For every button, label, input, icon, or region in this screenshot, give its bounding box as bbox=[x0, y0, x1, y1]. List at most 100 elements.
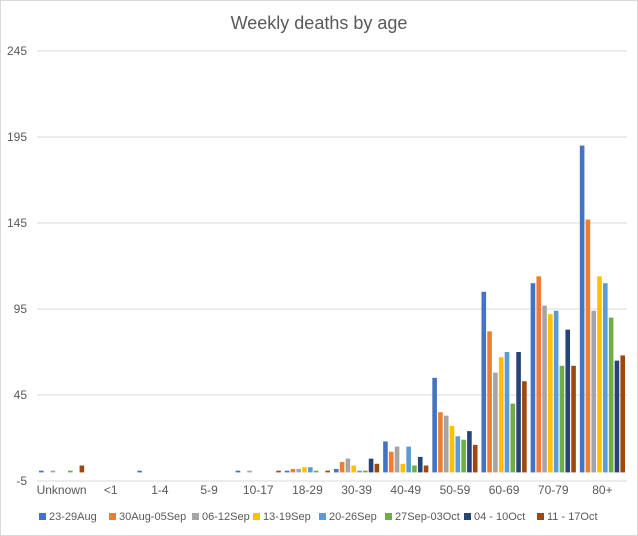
legend-swatch bbox=[385, 513, 392, 520]
bar-1017-0 bbox=[235, 470, 241, 473]
x-tick-label: 80+ bbox=[592, 483, 612, 497]
legend-swatch bbox=[464, 513, 471, 520]
bar-7079-7 bbox=[571, 365, 576, 473]
bar-4049-1 bbox=[388, 451, 394, 473]
chart-title: Weekly deaths by age bbox=[231, 13, 408, 33]
bar-1829-1 bbox=[290, 468, 296, 473]
y-tick-label: 145 bbox=[7, 216, 27, 230]
legend-label: 13-19Sep bbox=[263, 511, 311, 523]
bar-80-0 bbox=[579, 145, 585, 473]
bar-7079-3 bbox=[548, 314, 553, 473]
x-tick-label: 18-29 bbox=[292, 483, 323, 497]
legend-swatch bbox=[319, 513, 326, 520]
x-tick-label: 10-17 bbox=[243, 483, 274, 497]
bar-3039-6 bbox=[368, 458, 374, 473]
y-tick-label: -5 bbox=[16, 474, 27, 488]
y-tick-label: 195 bbox=[7, 130, 27, 144]
legend-label: 23-29Aug bbox=[49, 511, 97, 523]
x-tick-label: 70-79 bbox=[538, 483, 569, 497]
bar-1829-0 bbox=[284, 470, 290, 473]
y-tick-label: 245 bbox=[7, 44, 27, 58]
bar-3039-1 bbox=[339, 462, 345, 473]
bar-3039-0 bbox=[333, 468, 339, 473]
legend-label: 27Sep-03Oct bbox=[395, 511, 460, 523]
y-axis-ticks: 245 195 145 95 45 -5 bbox=[7, 44, 27, 488]
x-tick-label: Unknown bbox=[37, 483, 87, 497]
bar-4049-6 bbox=[417, 456, 423, 473]
legend-swatch bbox=[537, 513, 544, 520]
bar-1829-5 bbox=[313, 470, 319, 473]
x-tick-label: 30-39 bbox=[341, 483, 372, 497]
bar-6069-0 bbox=[481, 291, 487, 473]
bar-4049-3 bbox=[400, 463, 406, 473]
bar-80-5 bbox=[608, 317, 614, 473]
bar-6069-7 bbox=[522, 381, 527, 473]
y-tick-label: 95 bbox=[14, 302, 28, 316]
bar-7079-1 bbox=[536, 276, 542, 473]
bar-4049-2 bbox=[394, 446, 400, 473]
bar-Unknown-5 bbox=[67, 470, 73, 473]
legend-label: 06-12Sep bbox=[202, 511, 250, 523]
bar-7079-5 bbox=[559, 365, 565, 473]
bar-80-1 bbox=[585, 219, 591, 473]
bar-5059-6 bbox=[467, 431, 472, 473]
bar-3039-5 bbox=[362, 470, 368, 473]
bar-80-4 bbox=[603, 283, 608, 473]
bar-6069-4 bbox=[504, 352, 510, 473]
bar-6069-2 bbox=[493, 372, 498, 473]
bar-1017-7 bbox=[276, 470, 281, 473]
bar-1017-2 bbox=[247, 470, 252, 473]
bar-1829-2 bbox=[296, 468, 302, 473]
bar-6069-3 bbox=[498, 357, 504, 473]
bar-7079-0 bbox=[530, 283, 536, 473]
bar-3039-4 bbox=[357, 470, 362, 473]
gridlines bbox=[37, 50, 627, 482]
legend-swatch bbox=[192, 513, 199, 520]
legend-label: 04 - 10Oct bbox=[474, 511, 525, 523]
bar-4049-0 bbox=[383, 441, 388, 473]
bar-4049-7 bbox=[423, 465, 429, 473]
bar-4049-5 bbox=[412, 465, 417, 473]
bar-5059-1 bbox=[438, 412, 443, 473]
bar-5059-4 bbox=[455, 436, 461, 473]
legend-swatch bbox=[109, 513, 116, 520]
bar-Unknown-0 bbox=[38, 470, 44, 473]
bar-6069-5 bbox=[510, 403, 516, 473]
bar-1829-3 bbox=[302, 467, 307, 473]
legend: 23-29Aug 30Aug-05Sep 06-12Sep 13-19Sep 20-26… bbox=[39, 511, 598, 523]
x-axis-ticks: Unknown <1 1-4 5-9 10-17 18-29 30-39 40-49 50-59… bbox=[37, 483, 613, 497]
legend-label: 20-26Sep bbox=[329, 511, 377, 523]
bar-80-2 bbox=[591, 310, 597, 473]
bar-6069-1 bbox=[487, 331, 492, 473]
bar-1829-7 bbox=[325, 470, 331, 473]
bar-7079-4 bbox=[553, 310, 559, 473]
bar-3039-2 bbox=[345, 458, 351, 473]
legend-swatch bbox=[39, 513, 46, 520]
bar-5059-5 bbox=[461, 439, 466, 473]
x-tick-label: 60-69 bbox=[489, 483, 520, 497]
bar-5059-7 bbox=[472, 444, 478, 473]
bars bbox=[38, 145, 626, 473]
bar-80-3 bbox=[597, 276, 602, 473]
y-tick-label: 45 bbox=[14, 388, 28, 402]
legend-swatch bbox=[253, 513, 260, 520]
legend-label: 11 - 17Oct bbox=[547, 511, 598, 523]
bar-5059-2 bbox=[443, 415, 449, 473]
bar-7079-2 bbox=[542, 305, 547, 473]
bar-3039-3 bbox=[351, 465, 356, 473]
bar-7079-6 bbox=[565, 329, 571, 473]
bar-14-0 bbox=[137, 470, 142, 473]
x-tick-label: 5-9 bbox=[200, 483, 218, 497]
x-tick-label: <1 bbox=[104, 483, 118, 497]
x-tick-label: 1-4 bbox=[151, 483, 169, 497]
bar-6069-6 bbox=[516, 352, 521, 473]
bar-3039-7 bbox=[374, 463, 380, 473]
bar-Unknown-2 bbox=[50, 470, 56, 473]
bar-80-7 bbox=[620, 355, 626, 473]
bar-Unknown-7 bbox=[79, 465, 85, 473]
legend-label: 30Aug-05Sep bbox=[119, 511, 186, 523]
bar-4049-4 bbox=[406, 446, 411, 473]
bar-5059-3 bbox=[449, 425, 455, 473]
